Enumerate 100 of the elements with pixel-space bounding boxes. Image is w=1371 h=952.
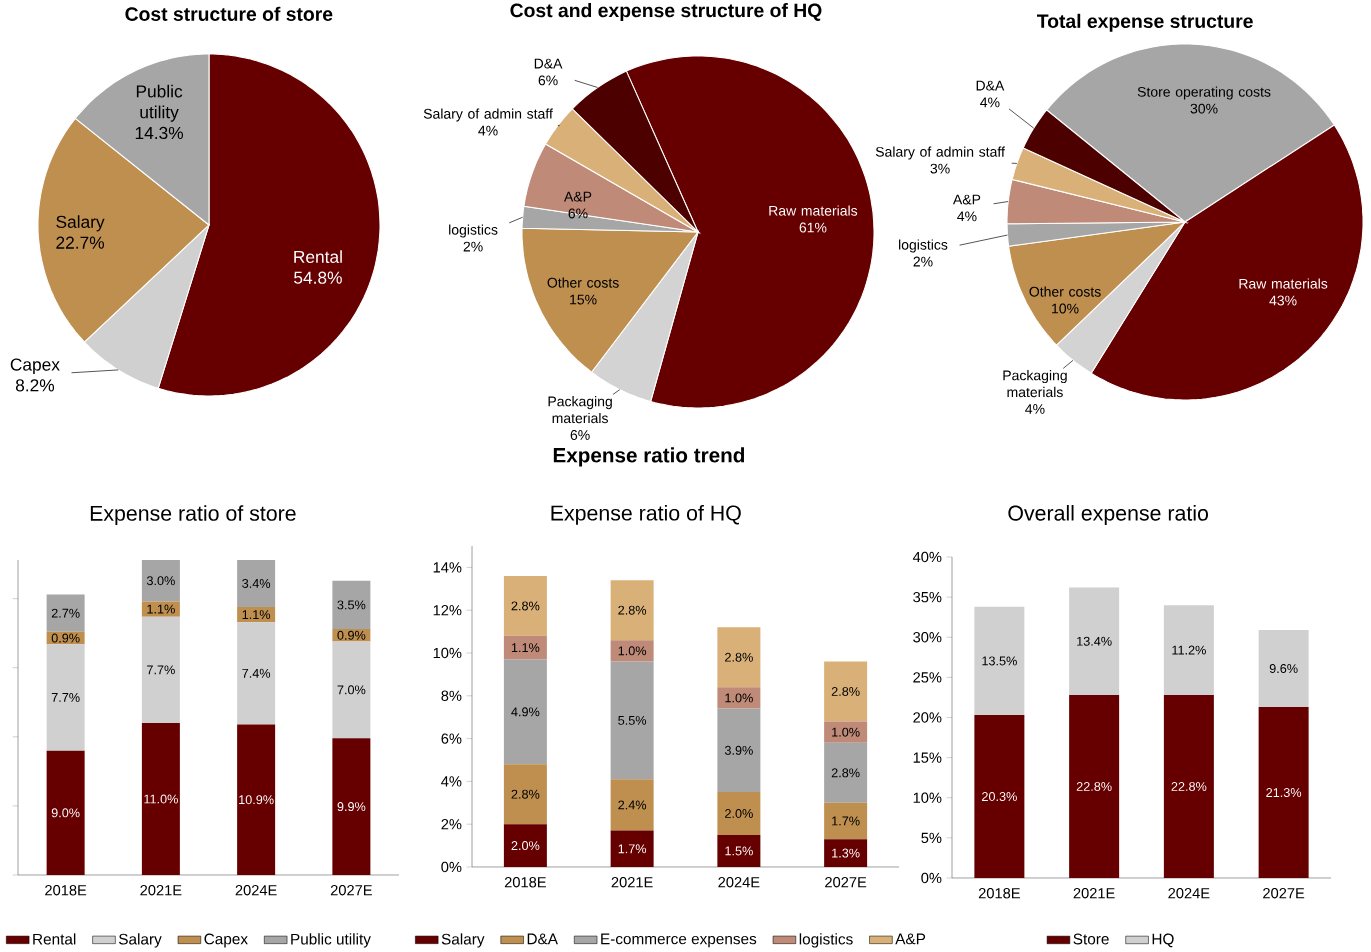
- bar: [824, 742, 868, 803]
- slice-label: Salary: [56, 215, 105, 232]
- data-label: 1.1%: [242, 610, 271, 619]
- data-label: 1.1%: [147, 604, 175, 614]
- x-tick-label: 2024E: [1168, 888, 1210, 899]
- data-label: 2.8%: [511, 601, 540, 611]
- data-label: 22.8%: [1076, 782, 1112, 791]
- bar: [237, 559, 276, 607]
- data-label: 4%: [1025, 404, 1045, 414]
- text: Expense ratio trend: [553, 447, 745, 467]
- y-tick-label: 2%: [441, 819, 462, 830]
- bar: [824, 802, 868, 840]
- x-tick-label: 2027E: [1263, 888, 1305, 899]
- bar: [717, 834, 761, 867]
- data-label: 1.0%: [618, 646, 647, 656]
- bar: [610, 830, 654, 867]
- data-label: 2.0%: [511, 841, 540, 851]
- y-tick-label: 40%: [912, 551, 942, 563]
- y-tick-label: 0%: [441, 861, 462, 873]
- bar: [824, 721, 868, 743]
- x-tick-label: 2018E: [504, 877, 546, 888]
- data-label: 3.5%: [337, 600, 366, 610]
- y-tick-label: 10%: [913, 792, 942, 803]
- data-label: 2.7%: [51, 608, 80, 618]
- y-tick-label: 6%: [441, 733, 462, 744]
- slice-label: logistics: [449, 224, 498, 238]
- slice-label: Packaging materials: [1003, 370, 1067, 398]
- data-label: 2.4%: [618, 800, 647, 810]
- chart-title: Cost and expense structure of HQ: [510, 3, 822, 22]
- chart-title: Expense ratio of HQ: [551, 504, 741, 525]
- x-tick-label: 2027E: [825, 877, 867, 888]
- data-label: 1.5%: [725, 846, 753, 856]
- data-label: 4%: [980, 97, 1000, 108]
- data-label: 21.3%: [1266, 788, 1302, 797]
- data-label: 7.7%: [147, 665, 175, 675]
- data-label: 6%: [570, 430, 590, 440]
- slice-label: A&P: [563, 191, 592, 202]
- legend-label: Capex: [204, 933, 248, 948]
- legend-label: A&P: [895, 933, 926, 945]
- bar: [610, 640, 654, 662]
- data-label: 3.4%: [242, 578, 271, 588]
- y-tick-label: 5%: [921, 832, 942, 844]
- data-label: 11.2%: [1172, 645, 1206, 655]
- data-label: 15%: [570, 294, 597, 305]
- legend-label: E-commerce expenses: [601, 933, 757, 948]
- bar: [1069, 587, 1120, 696]
- bar: [974, 606, 1025, 716]
- x-tick-label: 2021E: [611, 877, 653, 888]
- slice-label: D&A: [534, 58, 563, 69]
- data-label: 22.7%: [56, 236, 105, 249]
- bar: [610, 580, 654, 641]
- data-label: 1.7%: [618, 844, 647, 854]
- legend-label: Salary: [441, 933, 485, 948]
- data-label: 5.5%: [618, 715, 647, 725]
- legend-label: Rental: [33, 933, 76, 945]
- x-tick-label: 2021E: [1073, 888, 1115, 899]
- data-label: 4%: [957, 211, 977, 222]
- data-label: 1.0%: [832, 727, 860, 737]
- y-tick-label: 10%: [433, 647, 462, 659]
- legend-label: Salary: [118, 933, 162, 948]
- data-label: 0.9%: [51, 633, 80, 643]
- data-label: 1.3%: [832, 848, 860, 858]
- legend-label: logistics: [799, 933, 853, 948]
- bar: [141, 616, 180, 724]
- bar: [332, 738, 371, 875]
- chart-title: Expense ratio of store: [90, 505, 296, 526]
- data-label: 1.0%: [725, 693, 753, 703]
- x-tick-label: 2021E: [140, 885, 182, 896]
- bar: [237, 724, 276, 875]
- slice-label: Store operating costs: [1137, 86, 1271, 100]
- y-tick-label: 0%: [921, 872, 942, 884]
- bar: [237, 622, 276, 725]
- data-label: 0.9%: [337, 630, 366, 640]
- chart-title: Total expense structure: [1037, 13, 1253, 32]
- data-label: 11.0%: [144, 794, 178, 804]
- data-label: 54.8%: [294, 271, 342, 284]
- data-label: 43%: [1269, 295, 1297, 306]
- data-label: 30%: [1190, 103, 1218, 114]
- data-label: 7.7%: [51, 693, 80, 702]
- x-tick-label: 2018E: [978, 888, 1020, 899]
- data-label: 2.8%: [725, 652, 753, 662]
- slice-label: Salary of admin staff: [423, 108, 553, 122]
- data-label: 8.2%: [15, 379, 55, 392]
- data-label: 7.4%: [242, 668, 271, 678]
- bar: [503, 764, 547, 825]
- data-label: 13.5%: [982, 656, 1017, 666]
- data-label: 20.3%: [982, 792, 1017, 802]
- data-label: 2.8%: [831, 768, 860, 778]
- bar: [974, 715, 1025, 878]
- slice-label: D&A: [976, 80, 1005, 91]
- data-label: 3.9%: [724, 745, 753, 755]
- data-label: 1.1%: [511, 643, 540, 653]
- data-label: 4.9%: [511, 707, 540, 717]
- y-tick-label: 15%: [913, 752, 942, 763]
- data-label: 2%: [463, 241, 483, 252]
- slice-label: logistics: [899, 239, 948, 253]
- chart-title: Overall expense ratio: [1008, 505, 1208, 525]
- data-label: 2.8%: [831, 687, 860, 696]
- bar: [141, 723, 180, 875]
- data-label: 14.3%: [135, 126, 184, 140]
